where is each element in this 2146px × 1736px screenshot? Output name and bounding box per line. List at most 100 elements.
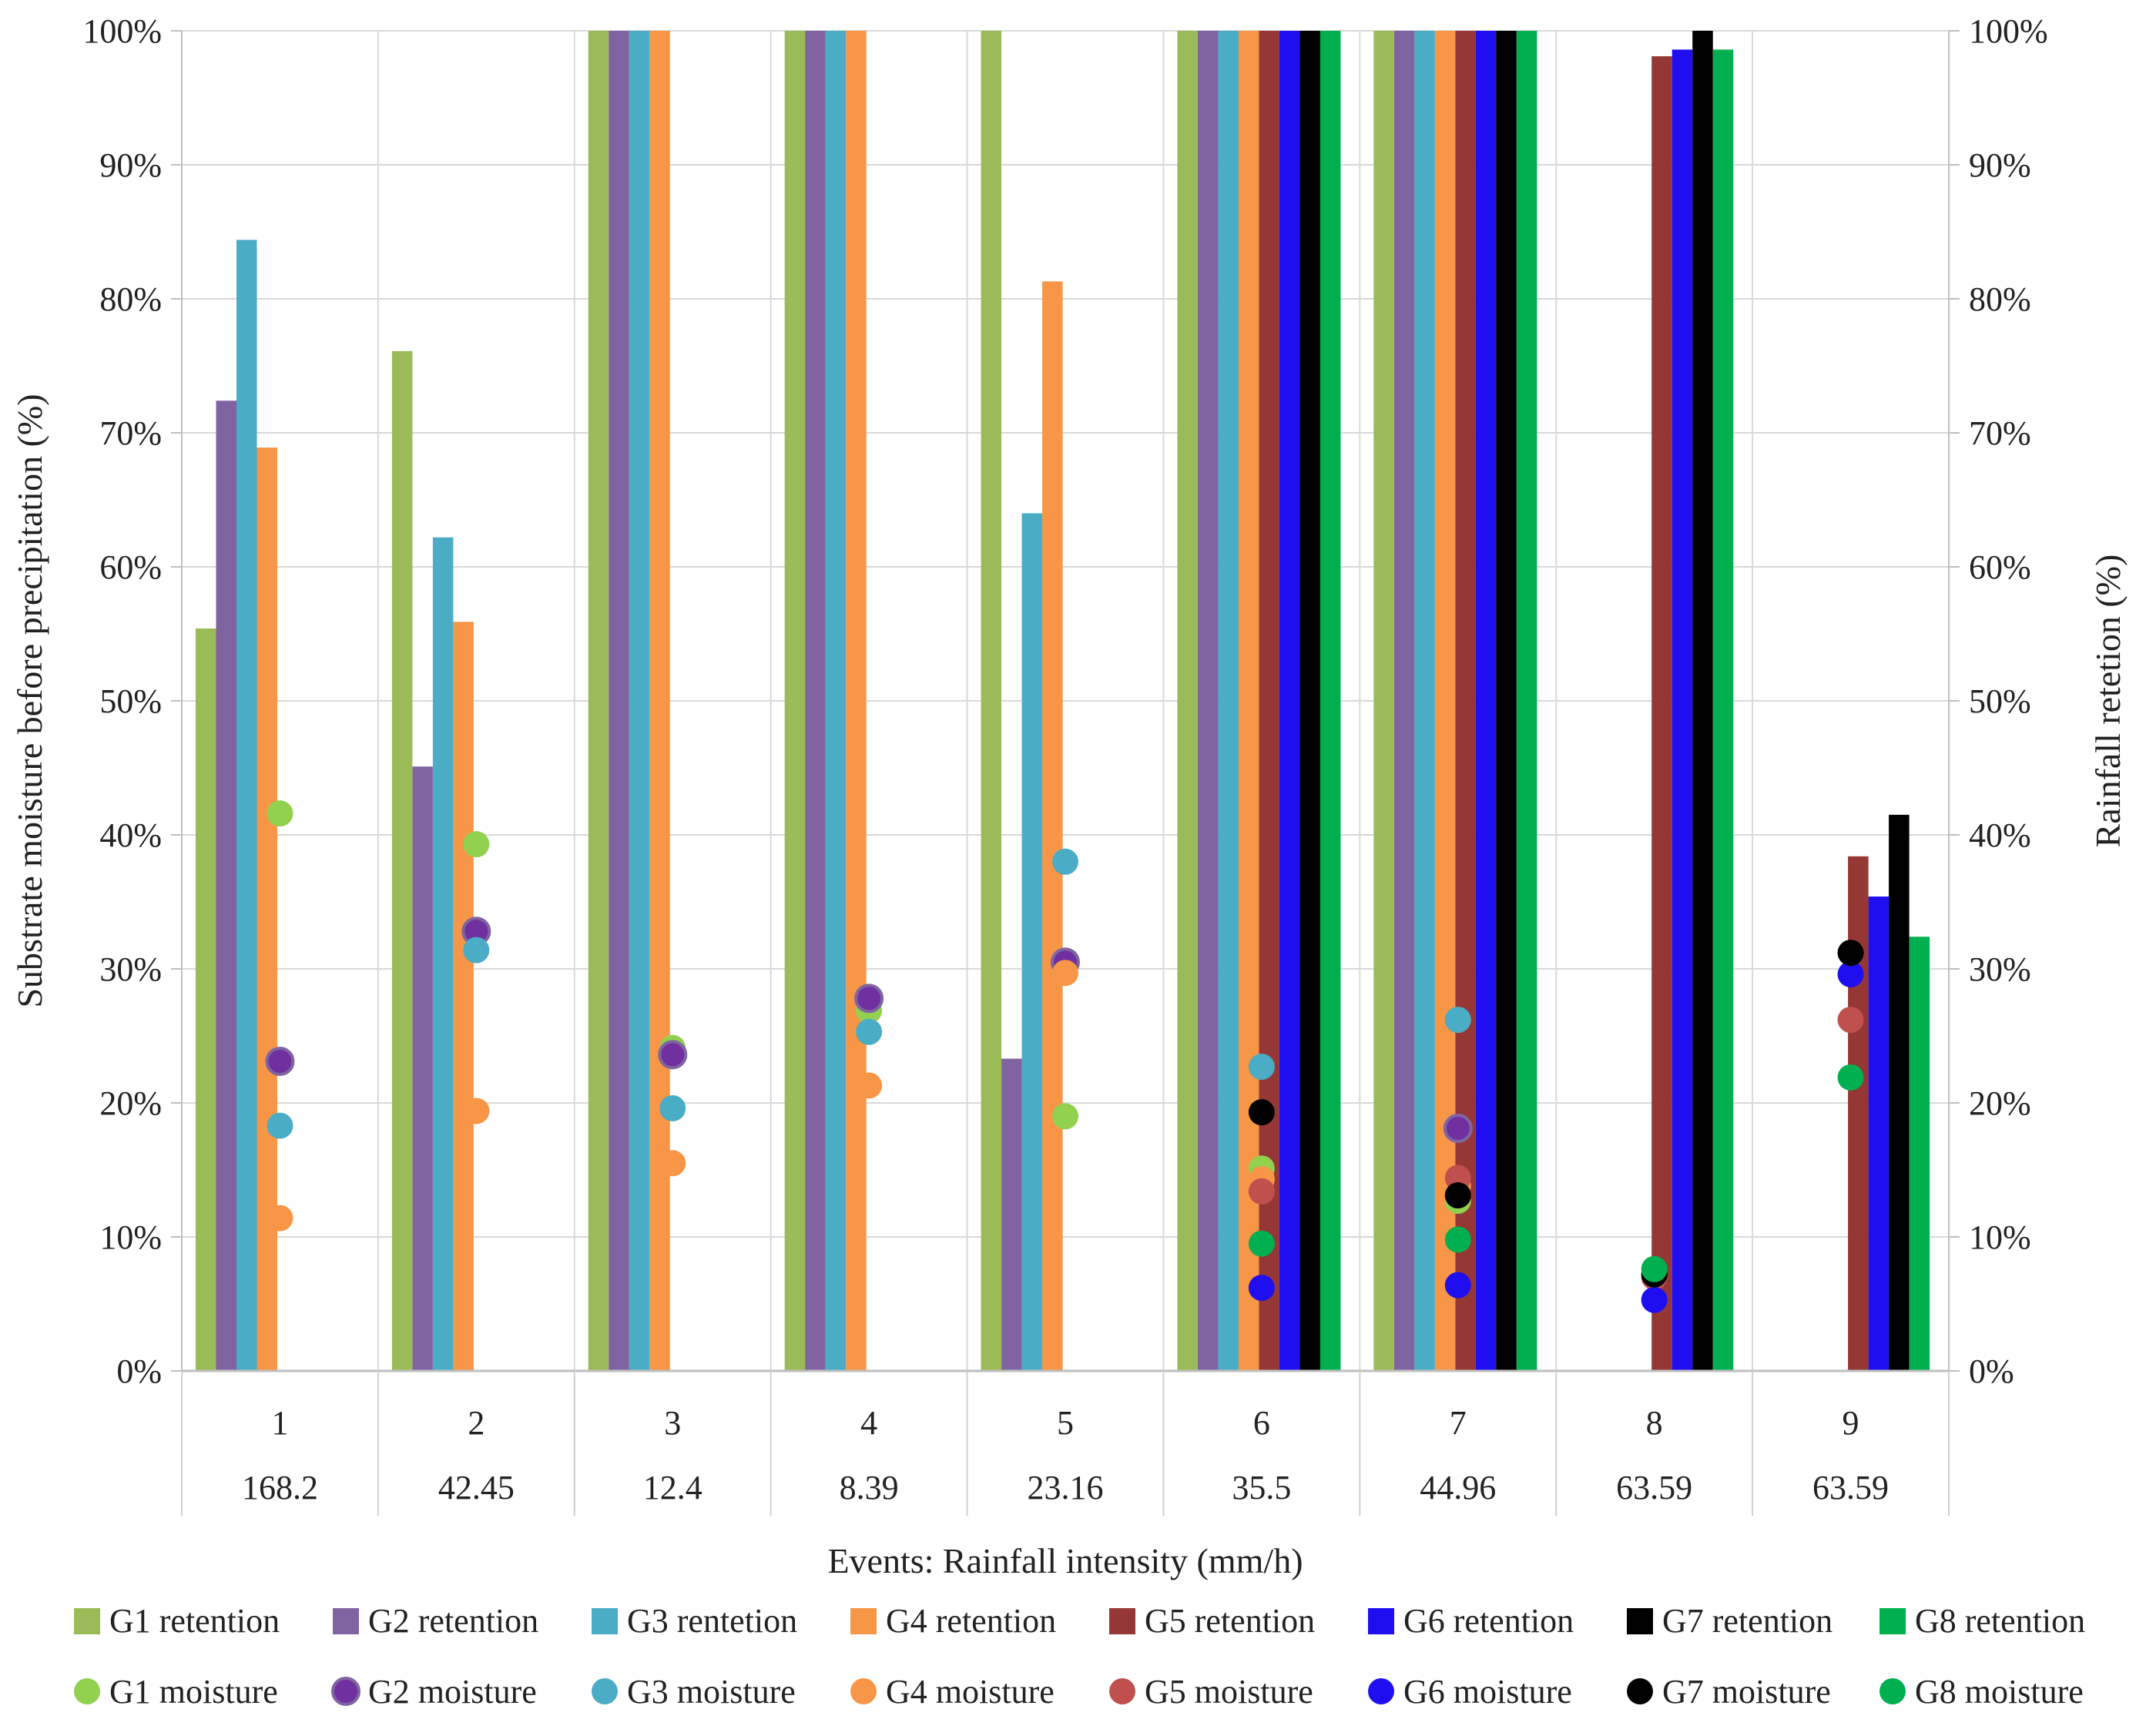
bar-g4-retention bbox=[649, 31, 670, 1371]
point-g6-moisture bbox=[1444, 1272, 1471, 1299]
point-g4-moisture bbox=[463, 1098, 490, 1124]
point-g1-moisture bbox=[1052, 1103, 1078, 1130]
x-tick-label-event: 2 bbox=[468, 1404, 485, 1442]
x-tick-label-intensity: 8.39 bbox=[840, 1469, 899, 1506]
legend-swatch-g4-retention bbox=[850, 1608, 877, 1634]
legend-marker-g6-moisture bbox=[1368, 1678, 1394, 1704]
point-g3-moisture bbox=[463, 937, 490, 964]
x-tick-label-event: 9 bbox=[1843, 1404, 1859, 1442]
bar-g3-rentetion bbox=[1414, 31, 1435, 1371]
x-tick-label-event: 5 bbox=[1057, 1404, 1074, 1442]
bar-g8-retention bbox=[1516, 31, 1537, 1371]
axes bbox=[171, 30, 1960, 1516]
legend-marker-g2-moisture bbox=[331, 1677, 360, 1706]
y-tick-label-right: 10% bbox=[1969, 1218, 2031, 1256]
legend-label: G4 retention bbox=[886, 1602, 1056, 1640]
bar-g4-retention bbox=[1238, 31, 1259, 1371]
legend-swatch-g2-retention bbox=[333, 1608, 359, 1634]
point-g6-moisture bbox=[1837, 960, 1864, 987]
bar-g8-retention bbox=[1909, 937, 1930, 1371]
y-tick-label-left: 70% bbox=[99, 414, 162, 452]
point-g8-moisture bbox=[1837, 1064, 1864, 1091]
bar-g1-retention bbox=[784, 31, 806, 1371]
legend-label: G1 retention bbox=[109, 1602, 280, 1640]
y-tick-label-right: 60% bbox=[1969, 548, 2031, 586]
point-g2-moisture bbox=[854, 984, 884, 1014]
y-tick-label-right: 30% bbox=[1969, 950, 2031, 988]
y-axis-title-left: Substrate moisture before precipitation … bbox=[10, 394, 49, 1007]
point-g5-moisture bbox=[1248, 1178, 1275, 1205]
x-tick-label-event: 7 bbox=[1450, 1404, 1467, 1442]
y-tick-label-left: 60% bbox=[99, 548, 162, 586]
bar-g5-retention bbox=[1848, 856, 1869, 1371]
y-tick-label-right: 100% bbox=[1969, 12, 2048, 50]
bar-g6-retention bbox=[1475, 31, 1497, 1371]
legend-label: G7 moisture bbox=[1662, 1673, 1831, 1711]
tick-labels: 0% 0% 10% 10% 20% 20% 30% 30% 40% 40% 50% 50% 60% 60%… bbox=[82, 12, 2047, 1390]
y-axis-title-right: Rainfall retetion (%) bbox=[2088, 555, 2128, 848]
legend-label: G4 moisture bbox=[886, 1673, 1055, 1711]
y-tick-label-right: 70% bbox=[1969, 414, 2031, 452]
bar-g2-retention bbox=[412, 766, 433, 1371]
legend-swatch-g8-retention bbox=[1879, 1608, 1906, 1634]
point-g8-moisture bbox=[1641, 1255, 1668, 1282]
x-tick-label-intensity: 42.45 bbox=[438, 1469, 515, 1506]
legend-label: G3 rentetion bbox=[627, 1602, 797, 1640]
point-g8-moisture bbox=[1248, 1230, 1275, 1257]
legend-marker-g3-moisture bbox=[592, 1678, 618, 1704]
y-tick-label-left: 100% bbox=[82, 12, 162, 50]
bar-g6-retention bbox=[1672, 49, 1693, 1372]
x-tick-label-intensity: 23.16 bbox=[1028, 1469, 1104, 1506]
legend-label: G5 retention bbox=[1145, 1602, 1315, 1640]
y-tick-label-right: 50% bbox=[1969, 682, 2031, 720]
y-tick-label-left: 40% bbox=[99, 816, 162, 854]
bar-g5-retention bbox=[1651, 56, 1672, 1371]
point-g3-moisture bbox=[267, 1112, 293, 1139]
bar-g3-rentetion bbox=[236, 240, 257, 1372]
bar-g1-retention bbox=[196, 628, 216, 1371]
point-g4-moisture bbox=[1052, 960, 1078, 987]
point-g4-moisture bbox=[659, 1150, 686, 1177]
x-category-labels: 1 168.2 2 42.45 3 12.4 4 8.39 5 23.16 6 35.5 7 44.96 8… bbox=[242, 1404, 1889, 1506]
legend-swatch-g6-retention bbox=[1368, 1608, 1394, 1634]
legend-label: G2 retention bbox=[368, 1602, 538, 1640]
legend-marker-g5-moisture bbox=[1109, 1678, 1135, 1704]
point-g3-moisture bbox=[659, 1094, 686, 1121]
x-tick-label-event: 6 bbox=[1253, 1404, 1270, 1442]
bar-g7-retention bbox=[1889, 814, 1910, 1371]
legend-label: G6 moisture bbox=[1403, 1673, 1572, 1711]
bar-g3-rentetion bbox=[825, 31, 847, 1371]
bar-g3-rentetion bbox=[1021, 513, 1043, 1371]
y-tick-label-right: 40% bbox=[1969, 816, 2031, 854]
moisture-points bbox=[265, 800, 1864, 1313]
legend-marker-g4-moisture bbox=[850, 1678, 877, 1704]
bar-g5-retention bbox=[1259, 31, 1279, 1371]
point-g5-moisture bbox=[1837, 1007, 1864, 1034]
y-tick-label-left: 30% bbox=[99, 950, 162, 988]
y-tick-label-right: 90% bbox=[1969, 146, 2031, 184]
point-g7-moisture bbox=[1837, 940, 1864, 967]
legend-label: G8 retention bbox=[1915, 1602, 2085, 1640]
bar-g3-rentetion bbox=[432, 537, 454, 1371]
bar-series bbox=[196, 31, 1930, 1372]
bar-g2-retention bbox=[805, 31, 826, 1371]
point-g2-moisture bbox=[265, 1047, 295, 1077]
bar-g8-retention bbox=[1319, 31, 1341, 1371]
y-tick-label-left: 0% bbox=[116, 1352, 162, 1390]
legend-swatch-g5-retention bbox=[1109, 1608, 1135, 1634]
point-g3-moisture bbox=[1248, 1054, 1275, 1081]
point-g3-moisture bbox=[856, 1018, 883, 1045]
bar-g5-retention bbox=[1455, 31, 1476, 1371]
bar-g1-retention bbox=[1373, 31, 1394, 1371]
legend-swatch-g3-rentetion bbox=[592, 1608, 618, 1634]
point-g2-moisture bbox=[658, 1040, 688, 1070]
point-g7-moisture bbox=[1248, 1099, 1275, 1126]
point-g6-moisture bbox=[1641, 1286, 1668, 1313]
bar-g4-retention bbox=[453, 622, 474, 1371]
bar-g2-retention bbox=[1197, 31, 1219, 1371]
bar-g8-retention bbox=[1712, 49, 1734, 1372]
gridlines bbox=[182, 30, 1949, 1371]
y-tick-label-left: 20% bbox=[99, 1084, 162, 1122]
y-tick-label-right: 20% bbox=[1969, 1084, 2031, 1122]
